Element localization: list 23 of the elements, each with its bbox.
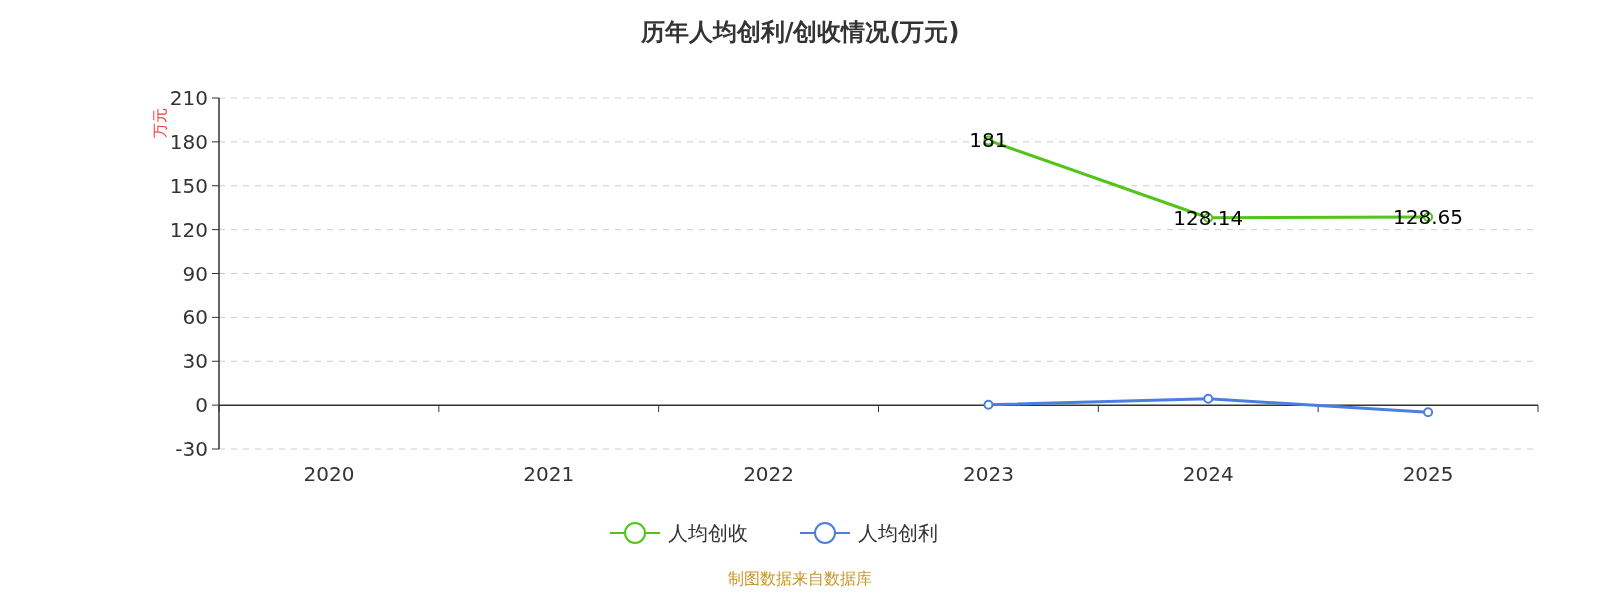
y-axis-title: 万元 (151, 108, 169, 138)
y-tick-label: 120 (169, 217, 208, 242)
y-tick-label: 210 (169, 86, 208, 110)
point (1423, 407, 1434, 418)
x-tick-label: 2021 (523, 462, 575, 486)
point (983, 399, 994, 410)
y-tick-label: 180 (169, 129, 208, 154)
point (1203, 393, 1214, 404)
x-tick-label: 2023 (962, 462, 1014, 486)
y-tick-label: -30 (175, 437, 208, 461)
x-tick-label: 2022 (743, 462, 795, 486)
legend-label: 人均创收 (668, 521, 748, 545)
legend-label: 人均创利 (858, 521, 938, 545)
y-tick-label: 0 (195, 393, 208, 418)
y-tick-label: 60 (182, 305, 208, 330)
y-tick-label: 150 (169, 173, 208, 198)
x-tick-label: 2020 (303, 462, 355, 486)
x-tick-label: 2025 (1402, 462, 1454, 486)
y-tick-label: 30 (182, 349, 208, 374)
y-tick-label: 90 (182, 261, 208, 286)
x-tick-label: 2024 (1182, 462, 1234, 486)
chart-title: 历年人均创利/创收情况(万元) (639, 18, 960, 46)
text: 制图数据来自数据库 (728, 569, 872, 588)
